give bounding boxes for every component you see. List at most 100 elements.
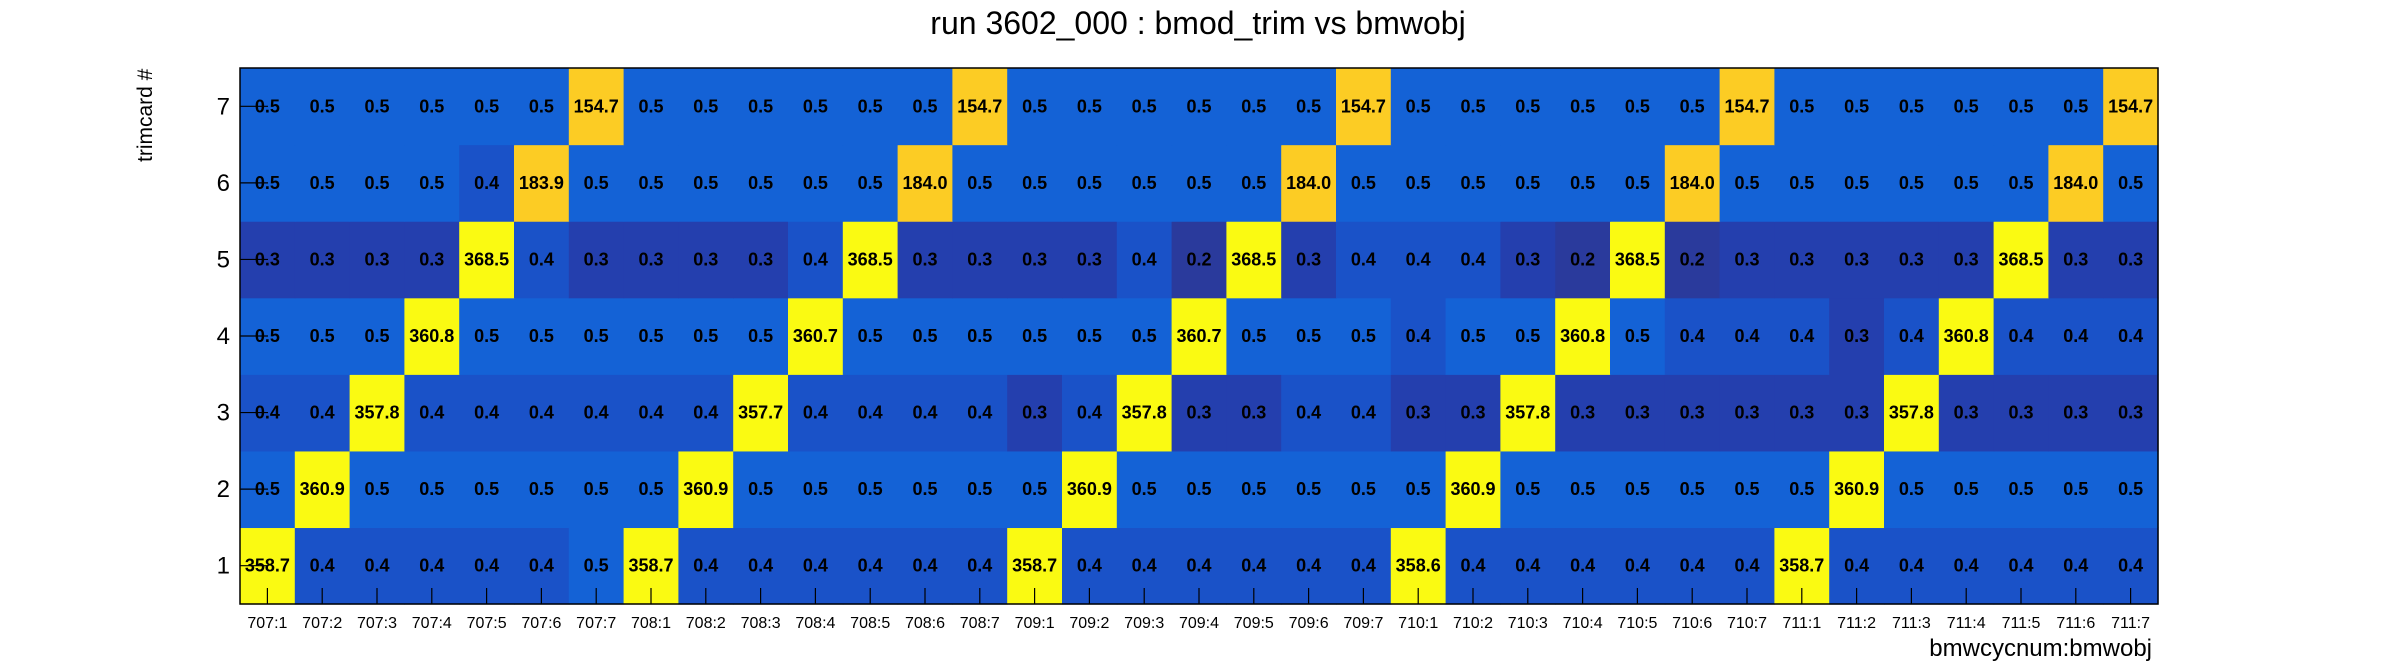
x-tick-label: 711:4 [1947, 615, 1986, 632]
cell-value-label: 0.3 [1570, 403, 1595, 423]
cell-value-label: 0.4 [1460, 556, 1485, 576]
cell-value-label: 0.4 [858, 556, 883, 576]
x-tick-label: 709:7 [1343, 615, 1383, 632]
heatmap-cell [2103, 144, 2159, 222]
cell-value-label: 0.3 [638, 249, 663, 269]
cell-value-label: 0.5 [1570, 173, 1595, 193]
cell-value-label: 0.5 [364, 479, 389, 499]
heatmap-cell [1336, 374, 1392, 452]
x-tick-label: 711:6 [2056, 615, 2095, 632]
cell-value-label: 184.0 [902, 173, 947, 193]
heatmap-cell [1390, 144, 1447, 222]
cell-value-label: 0.5 [474, 96, 499, 116]
cell-value-label: 0.5 [1132, 326, 1157, 346]
cell-value-label: 0.3 [1406, 403, 1431, 423]
heatmap-cell [897, 68, 953, 146]
cell-value-label: 0.4 [1351, 556, 1376, 576]
heatmap-cell [1226, 297, 1282, 375]
heatmap-cell [294, 68, 351, 146]
cell-value-label: 0.4 [419, 556, 444, 576]
heatmap-cell [623, 144, 679, 222]
heatmap-cell [1555, 144, 1611, 222]
heatmap-cell [623, 297, 679, 375]
x-tick-label: 711:3 [1892, 615, 1931, 632]
heatmap-cell [1390, 450, 1447, 529]
cell-value-label: 154.7 [1724, 96, 1769, 116]
heatmap-cell [1062, 144, 1118, 222]
heatmap-cell [1062, 221, 1118, 299]
cell-value-label: 0.4 [2063, 326, 2088, 346]
heatmap-cell [1610, 450, 1666, 529]
cell-value-label: 0.5 [584, 556, 609, 576]
cell-value-label: 0.5 [1022, 479, 1047, 499]
y-axis-ticks: 1 2 3 4 5 6 7 [217, 93, 268, 580]
heatmap-cell [404, 144, 460, 222]
cell-value-label: 0.5 [858, 326, 883, 346]
heatmap-cell [1993, 144, 2049, 222]
heatmap-cell [1226, 68, 1282, 146]
cell-value-label: 0.4 [967, 556, 992, 576]
heatmap-cell [1062, 450, 1118, 529]
heatmap-cell [1226, 450, 1282, 529]
x-tick-label: 708:4 [795, 615, 835, 632]
cell-value-label: 0.3 [2118, 403, 2143, 423]
heatmap-cell [459, 144, 515, 222]
cell-value-label: 0.5 [912, 479, 937, 499]
cell-value-label: 0.5 [967, 479, 992, 499]
cell-value-label: 360.7 [1176, 326, 1221, 346]
cell-value-label: 0.4 [803, 249, 828, 269]
heatmap-cell [1336, 68, 1392, 146]
heatmap-cell [1116, 144, 1173, 222]
cell-value-label: 0.5 [584, 173, 609, 193]
heatmap-cell [1390, 68, 1447, 146]
cell-value-label: 0.5 [1460, 326, 1485, 346]
cell-value-label: 0.5 [529, 479, 554, 499]
heatmap-cell [1555, 374, 1611, 452]
heatmap-cell [1007, 144, 1063, 222]
cell-value-label: 154.7 [574, 96, 619, 116]
cell-value-label: 357.8 [1122, 403, 1167, 423]
heatmap-cell [1171, 297, 1227, 375]
y-tick-label: 5 [217, 246, 230, 273]
heatmap-cell [1719, 374, 1775, 452]
heatmap-cell [459, 297, 515, 375]
x-tick-label: 708:2 [686, 615, 726, 632]
heatmap-cell [1116, 221, 1173, 299]
cell-value-label: 0.4 [1680, 556, 1705, 576]
cell-value-label: 0.5 [1296, 479, 1321, 499]
heatmap-cell [1336, 450, 1392, 529]
cell-value-label: 0.4 [1186, 556, 1211, 576]
cell-value-label: 0.5 [1954, 173, 1979, 193]
cell-value-label: 0.4 [803, 403, 828, 423]
cell-value-label: 0.5 [967, 326, 992, 346]
cell-value-label: 0.5 [2008, 479, 2033, 499]
cell-value-label: 0.5 [1515, 479, 1540, 499]
cell-value-label: 0.5 [1351, 173, 1376, 193]
heatmap-cell [568, 68, 625, 146]
heatmap-cell [1774, 68, 1830, 146]
cell-value-label: 0.5 [474, 479, 499, 499]
heatmap-cell [1171, 68, 1227, 146]
cell-value-label: 0.5 [803, 479, 828, 499]
heatmap-cell [1610, 221, 1666, 299]
heatmap-cell [733, 68, 789, 146]
x-tick-label: 709:1 [1015, 615, 1055, 632]
cell-value-label: 0.3 [1460, 403, 1485, 423]
heatmap-cell [733, 144, 789, 222]
cell-value-label: 0.3 [1954, 403, 1979, 423]
heatmap-cell [568, 374, 625, 452]
heatmap-cell [294, 374, 351, 452]
heatmap-cell [1062, 68, 1118, 146]
cell-value-label: 0.5 [1570, 479, 1595, 499]
x-tick-label: 709:6 [1289, 615, 1329, 632]
cell-value-label: 0.5 [638, 326, 663, 346]
cell-value-label: 0.5 [748, 326, 773, 346]
cell-value-labels: 358.7 0.4 0.4 0.4 0.4 0.4 0.5 358.7 0.4 0.4 0.4 0.4… [245, 96, 2153, 575]
cell-value-label: 0.5 [474, 326, 499, 346]
heatmap-cell [678, 374, 734, 452]
heatmap-cell [1445, 68, 1501, 146]
heatmap-cell [1719, 297, 1775, 375]
cell-value-label: 183.9 [519, 173, 564, 193]
cell-value-label: 0.5 [2008, 96, 2033, 116]
cell-value-label: 0.5 [803, 96, 828, 116]
